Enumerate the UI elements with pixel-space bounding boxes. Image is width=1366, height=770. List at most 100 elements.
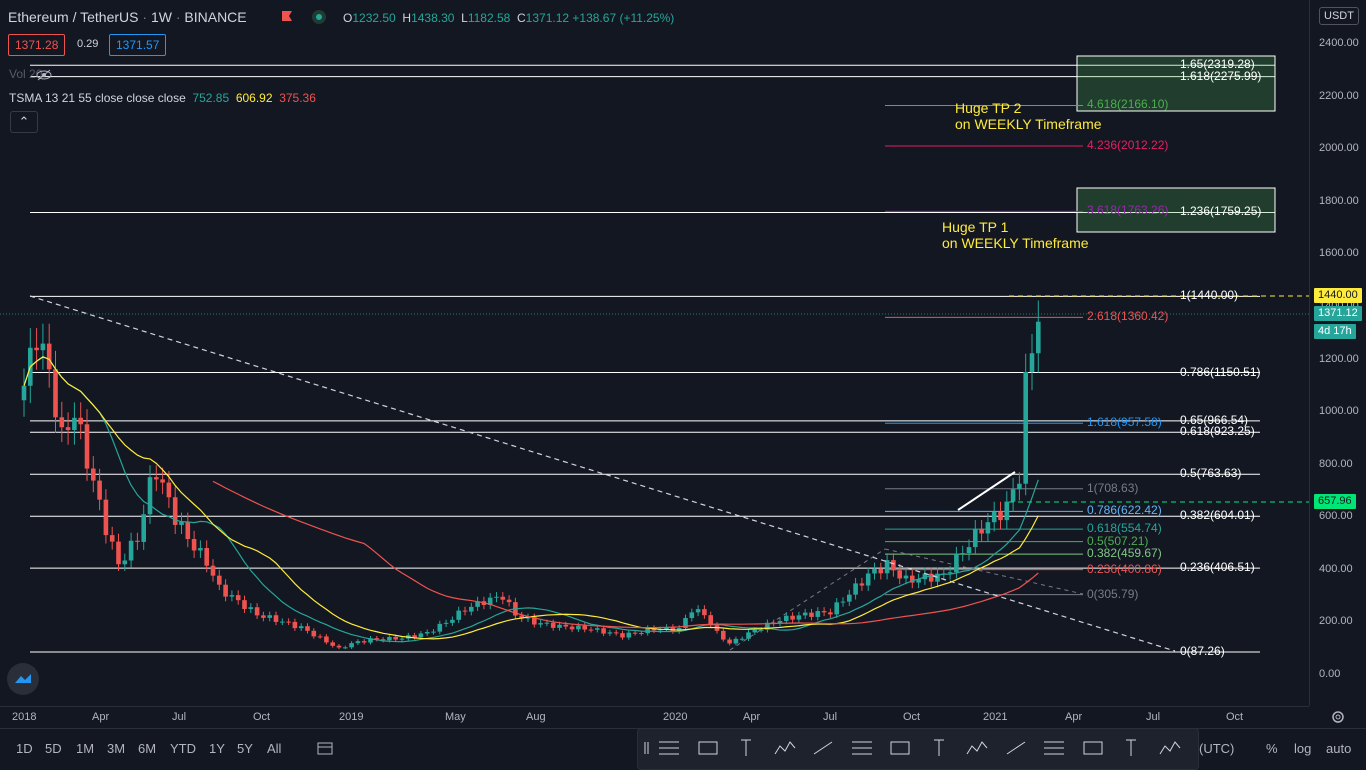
currency-button[interactable]: USDT	[1319, 7, 1359, 25]
log-scale-button[interactable]: log	[1294, 741, 1312, 756]
collapse-legend-button[interactable]: ⌃	[10, 111, 38, 133]
candle-body	[198, 548, 203, 551]
timeframe-button[interactable]: 5D	[45, 741, 62, 756]
timeframe-button[interactable]: 5Y	[237, 741, 253, 756]
fib-level-label: 1(1440.00)	[1180, 288, 1239, 303]
price-tick: 2400.00	[1319, 37, 1359, 49]
price-axis[interactable]	[1309, 0, 1366, 706]
candle-body	[494, 596, 499, 598]
fib-base-trend	[884, 548, 1084, 595]
volume-indicator-label[interactable]: Vol 20	[9, 67, 62, 81]
tradingview-logo-icon[interactable]	[7, 663, 39, 695]
candle-body	[475, 601, 480, 607]
candle-body	[179, 521, 184, 525]
candle-body	[620, 633, 625, 638]
fib-ext-level-label: 3.618(1763.26)	[1087, 203, 1169, 218]
candle-body	[128, 540, 134, 561]
fib-retracement-icon[interactable]	[656, 736, 682, 760]
candle-body	[916, 579, 921, 583]
timeframe-button[interactable]: 1Y	[209, 741, 225, 756]
tp1-annotation[interactable]: Huge TP 1 on WEEKLY Timeframe	[942, 219, 1089, 251]
vertical-line-icon[interactable]	[1118, 736, 1144, 760]
abcd-pattern-icon[interactable]	[772, 736, 798, 760]
candle-body	[292, 621, 298, 629]
candle-body	[519, 615, 524, 619]
rectangle-icon[interactable]	[810, 736, 836, 760]
candle-body	[821, 611, 827, 613]
time-tick: Oct	[253, 711, 271, 723]
text-icon[interactable]	[887, 736, 913, 760]
tsma-indicator-legend[interactable]: TSMA 13 21 55 close close close 752.85 6…	[9, 91, 316, 105]
candle-body	[727, 639, 732, 644]
sell-button[interactable]: 1371.28	[8, 34, 66, 56]
three-drives-icon[interactable]	[1157, 736, 1183, 760]
tp2-zone[interactable]	[1076, 55, 1276, 112]
candle-body	[752, 629, 758, 633]
candle-body	[248, 607, 254, 609]
fib-ext-level-label: 0.786(622.42)	[1087, 503, 1162, 518]
candle-body	[809, 612, 814, 617]
date-range-icon[interactable]	[316, 740, 334, 756]
anchored-text-icon[interactable]	[926, 736, 952, 760]
candle-body	[172, 497, 178, 525]
candle-body	[588, 629, 594, 631]
candle-body	[708, 615, 713, 626]
trend-angle-icon[interactable]	[695, 736, 721, 760]
fib-ext-level-label: 0.618(554.74)	[1087, 521, 1162, 536]
timeframe-button[interactable]: All	[267, 741, 282, 756]
hidden-eye-icon[interactable]	[36, 69, 52, 81]
xabcd-icon[interactable]	[1003, 736, 1029, 760]
spread-value: 0.29	[77, 38, 99, 50]
price-tick: 1600.00	[1319, 247, 1359, 260]
candle-body	[267, 615, 272, 618]
time-tick: 2021	[983, 711, 1008, 723]
candle-body	[695, 609, 701, 613]
market-status-icon[interactable]	[312, 10, 326, 24]
candle-body	[777, 621, 783, 624]
candle-body	[802, 612, 808, 616]
candle-body	[607, 632, 613, 634]
fib-extension-label: 1.65(2319.28)	[1180, 57, 1255, 72]
percent-scale-button[interactable]: %	[1266, 741, 1278, 756]
candle-body	[582, 625, 587, 630]
candle-body	[78, 417, 83, 425]
candle-body	[223, 584, 228, 597]
timeframe-button[interactable]: 3M	[107, 741, 126, 756]
tp2-annotation[interactable]: Huge TP 2 on WEEKLY Timeframe	[955, 100, 1102, 132]
tp1-zone[interactable]	[1076, 187, 1276, 233]
candle-body	[34, 347, 39, 351]
price-tick: 600.00	[1319, 510, 1353, 523]
candle-body	[790, 615, 795, 620]
candle-body	[91, 468, 96, 481]
timeframe-button[interactable]: 6M	[138, 741, 157, 756]
price-tick: 0.00	[1319, 668, 1341, 680]
interval-label[interactable]: 1W	[150, 9, 172, 25]
head-shoulders-icon[interactable]	[1080, 736, 1106, 760]
buy-button[interactable]: 1371.57	[109, 34, 167, 56]
candle-body	[991, 511, 997, 523]
candle-body	[355, 641, 361, 644]
fib-level-label: 0(87.26)	[1180, 644, 1225, 659]
time-axis[interactable]	[0, 706, 1309, 729]
candle-body	[784, 615, 789, 622]
price-tick: 200.00	[1319, 615, 1353, 628]
drag-handle-icon[interactable]	[640, 736, 666, 760]
auto-scale-button[interactable]: auto	[1326, 741, 1352, 756]
settings-gear-icon[interactable]	[1330, 709, 1346, 725]
symbol-title[interactable]: Ethereum / TetherUS · 1W · BINANCE	[8, 9, 247, 25]
timeframe-button[interactable]: YTD	[170, 741, 196, 756]
horizontal-line-icon[interactable]	[964, 736, 990, 760]
candle-body	[979, 528, 984, 534]
symbol-name[interactable]: Ethereum / TetherUS	[8, 9, 139, 25]
timeframe-button[interactable]: 1M	[76, 741, 95, 756]
candle-body	[532, 617, 537, 625]
elliott-wave-icon[interactable]	[1041, 736, 1067, 760]
trend-line-icon[interactable]	[849, 736, 875, 760]
candle-body	[828, 612, 833, 615]
fib-channel-icon[interactable]	[733, 736, 759, 760]
timeframe-button[interactable]: 1D	[16, 741, 33, 756]
candle-body	[746, 632, 751, 639]
timezone-button[interactable]: (UTC)	[1199, 741, 1235, 756]
flag-icon[interactable]	[281, 10, 293, 22]
